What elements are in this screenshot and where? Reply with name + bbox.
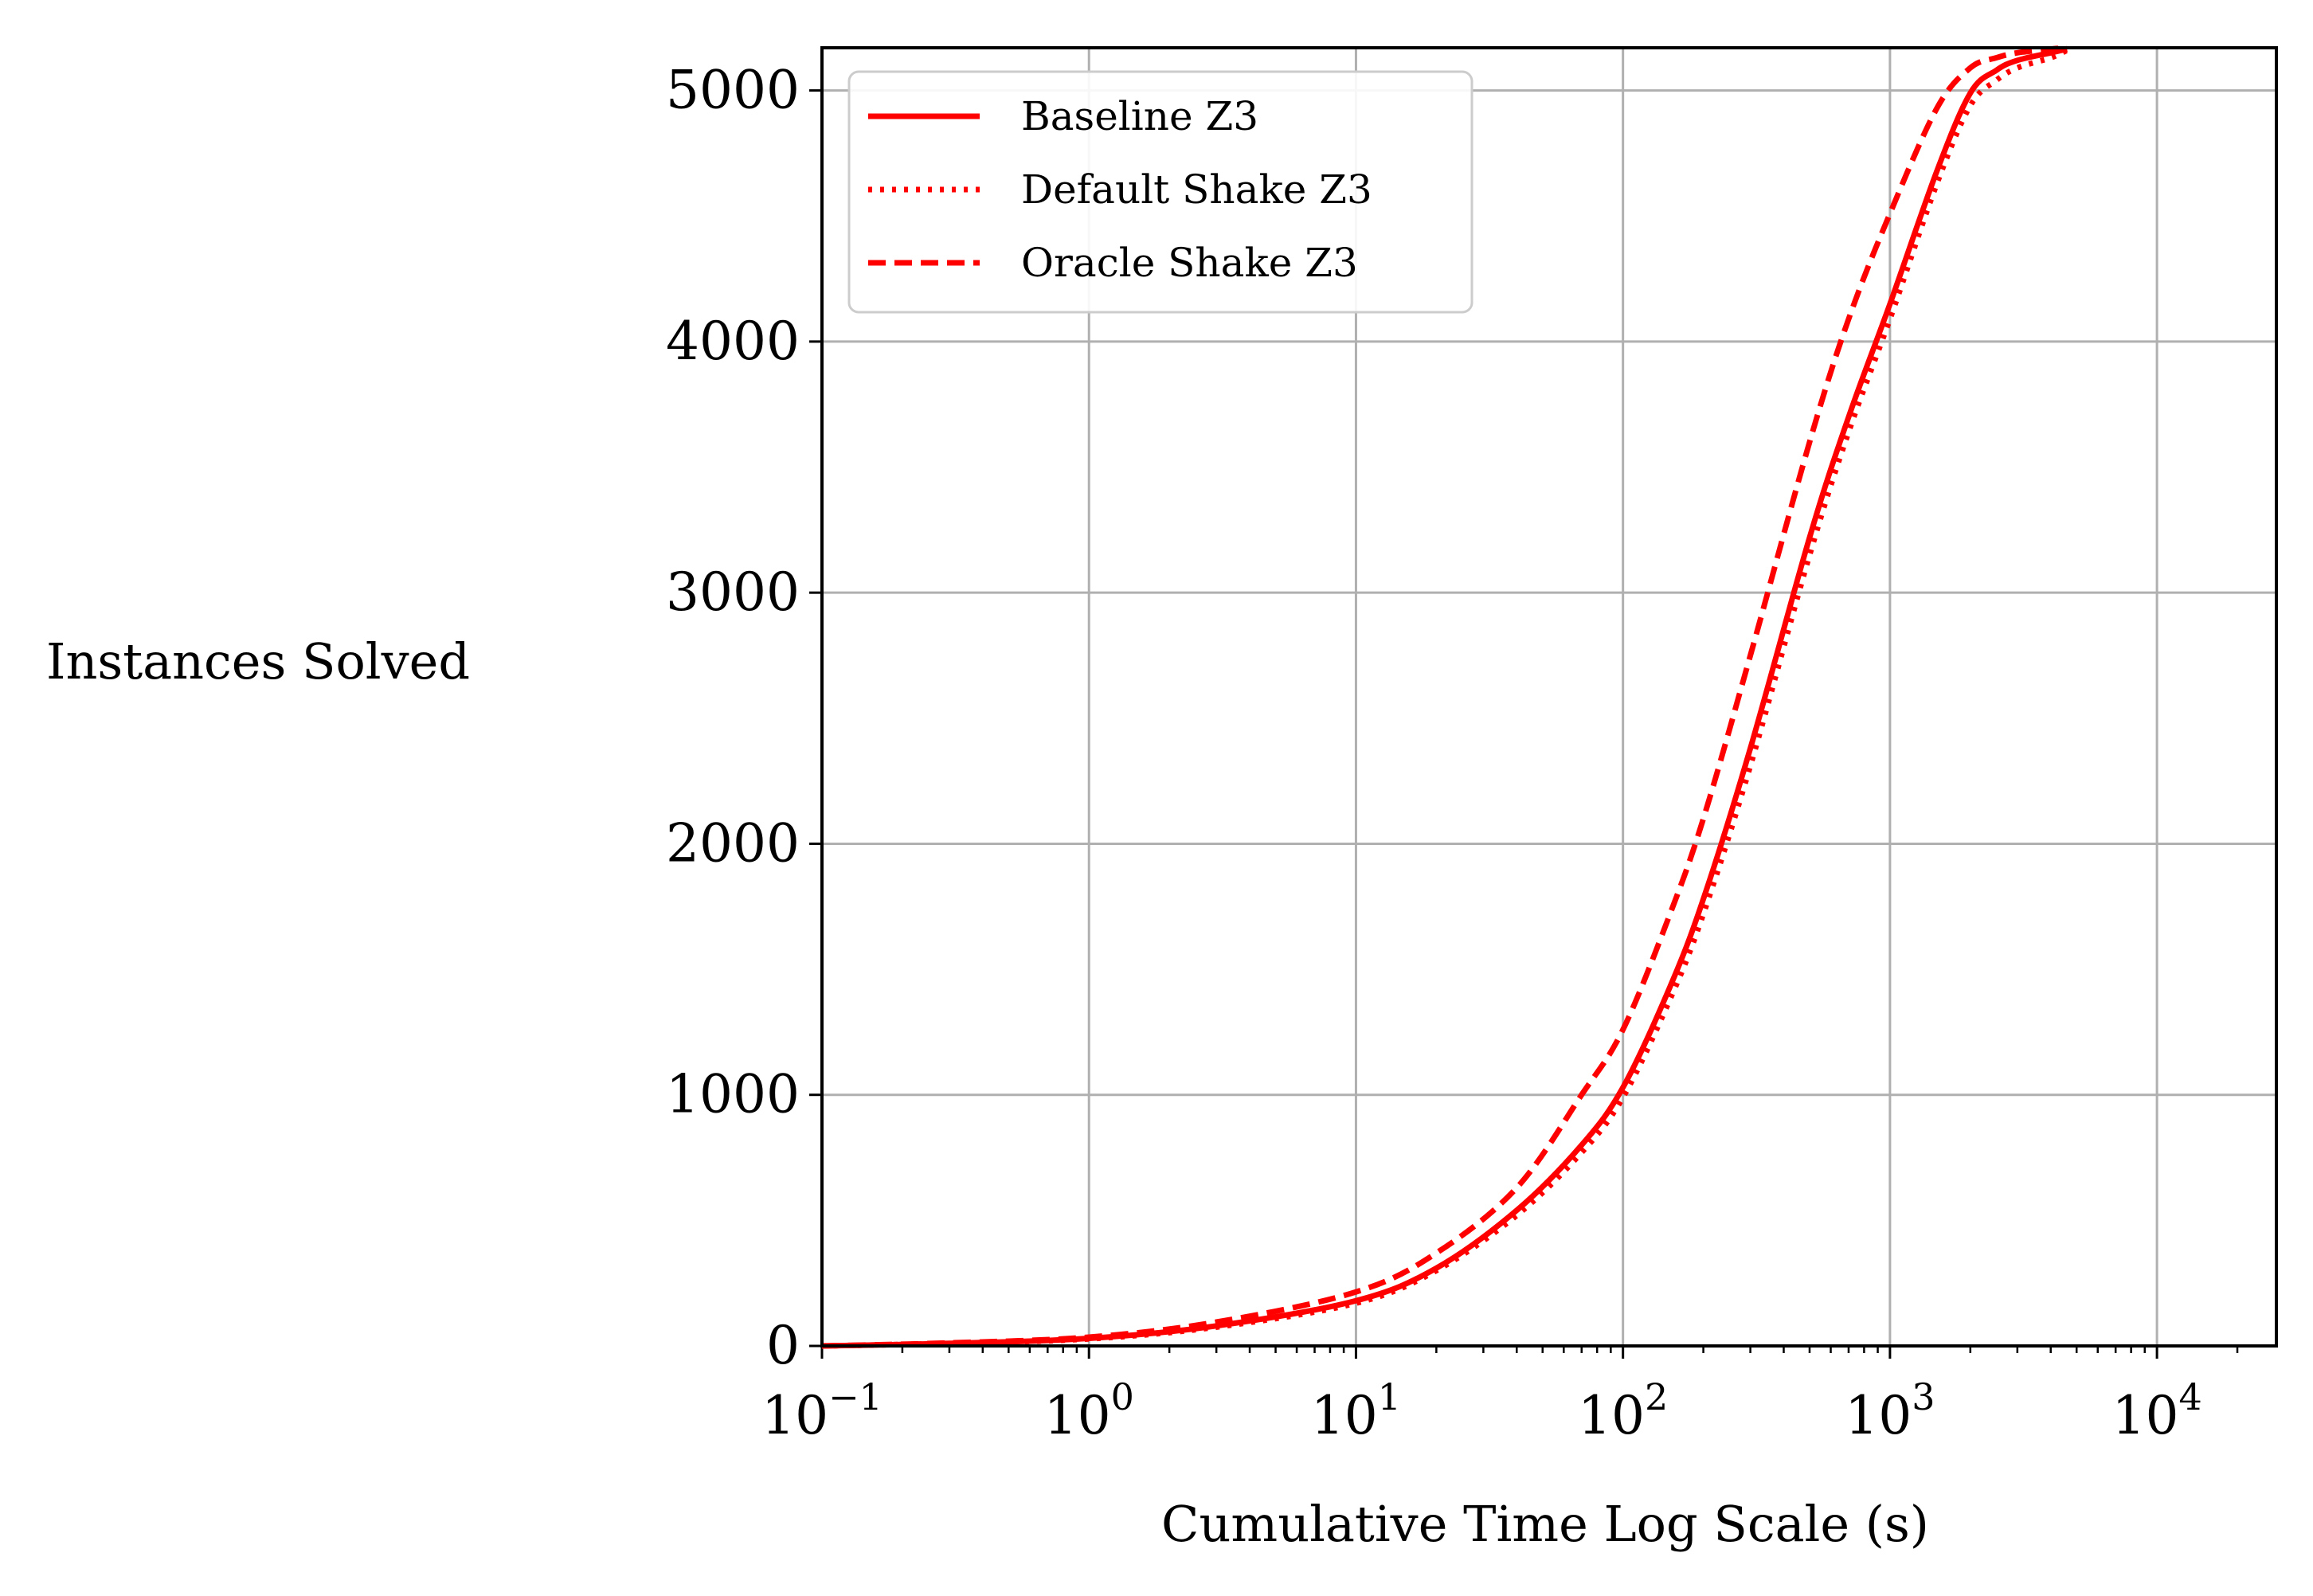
major-tick-marks: [809, 89, 2158, 1359]
x-tick-label: 101: [1311, 1375, 1401, 1446]
y-tick-labels: 0 1000 2000 3000 4000 5000: [666, 60, 800, 1376]
series-line-2: [821, 47, 2068, 1349]
x-tick-base: 10: [1044, 1385, 1111, 1446]
y-axis-title: Instances Solved: [46, 632, 470, 690]
y-tick-label: 1000: [666, 1064, 800, 1125]
y-tick-label: 3000: [666, 561, 800, 623]
x-tick-exponent: 0: [1111, 1375, 1134, 1418]
x-tick-base: 10: [1845, 1385, 1912, 1446]
x-tick-exponent: 3: [1912, 1375, 1935, 1418]
x-tick-base: 10: [1578, 1385, 1645, 1446]
minor-tick-marks: [901, 1346, 2239, 1353]
x-tick-exponent: 1: [1378, 1375, 1401, 1418]
series-layer: [821, 45, 2068, 1349]
x-tick-base: 10: [2111, 1385, 2178, 1446]
series-line-3: [821, 45, 2068, 1349]
y-tick-label: 0: [766, 1315, 800, 1376]
y-tick-label: 2000: [666, 812, 800, 874]
x-tick-exponent: 2: [1645, 1375, 1668, 1418]
legend-label-2: Default Shake Z3: [1021, 166, 1372, 213]
legend-label-3: Oracle Shake Z3: [1021, 240, 1358, 286]
x-tick-base: 10: [1311, 1385, 1378, 1446]
x-axis-title: Cumulative Time Log Scale (s): [1161, 1495, 1929, 1553]
plot-frame: [820, 46, 2278, 1348]
legend: Baseline Z3 Default Shake Z3 Oracle Shake …: [847, 70, 1474, 314]
x-tick-label: 100: [1044, 1375, 1134, 1446]
x-tick-label: 103: [1845, 1375, 1935, 1446]
legend-box: [847, 70, 1474, 314]
x-tick-label: 104: [2111, 1375, 2201, 1446]
x-tick-exponent: −1: [828, 1375, 883, 1418]
legend-label-1: Baseline Z3: [1021, 93, 1258, 139]
x-tick-label: 102: [1578, 1375, 1668, 1446]
y-tick-label: 5000: [666, 60, 800, 121]
x-tick-label: 10−1: [761, 1375, 883, 1446]
x-tick-base: 10: [761, 1385, 828, 1446]
x-tick-exponent: 4: [2178, 1375, 2201, 1418]
y-tick-label: 4000: [666, 311, 800, 372]
legend-items: Baseline Z3 Default Shake Z3 Oracle Shake …: [868, 93, 1372, 286]
x-tick-labels: 10−1 100 101 102 103 104: [761, 1375, 2202, 1446]
